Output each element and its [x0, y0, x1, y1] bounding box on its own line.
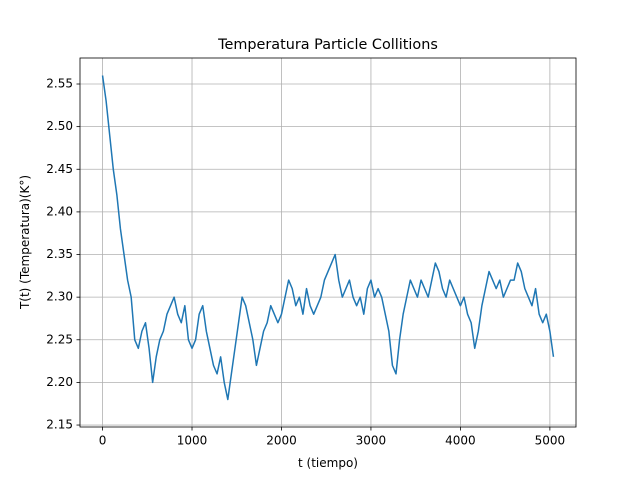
- data-line: [101, 75, 555, 401]
- y-tick-label: 2.40: [46, 204, 73, 218]
- y-tick-label: 2.30: [46, 290, 73, 304]
- x-tick-label: 4000: [445, 434, 476, 448]
- x-tick-label: 0: [99, 434, 107, 448]
- y-tick-label: 2.50: [46, 119, 73, 133]
- y-tick-label: 2.25: [46, 332, 73, 346]
- plot-frame: [79, 57, 577, 428]
- y-tick-label: 2.35: [46, 247, 73, 261]
- y-axis-label: T(t) (Temperatura)(K°): [18, 175, 32, 310]
- y-tick-label: 2.15: [46, 418, 73, 432]
- x-tick-label: 5000: [535, 434, 566, 448]
- x-tick-label: 3000: [356, 434, 387, 448]
- y-tick-label: 2.45: [46, 162, 73, 176]
- y-tick-label: 2.55: [46, 77, 73, 91]
- chart-title: Temperatura Particle Collitions: [217, 37, 438, 53]
- x-tick-label: 2000: [266, 434, 297, 448]
- x-tick-label: 1000: [177, 434, 208, 448]
- y-tick-label: 2.20: [46, 375, 73, 389]
- x-axis-label: t (tiempo): [298, 456, 358, 470]
